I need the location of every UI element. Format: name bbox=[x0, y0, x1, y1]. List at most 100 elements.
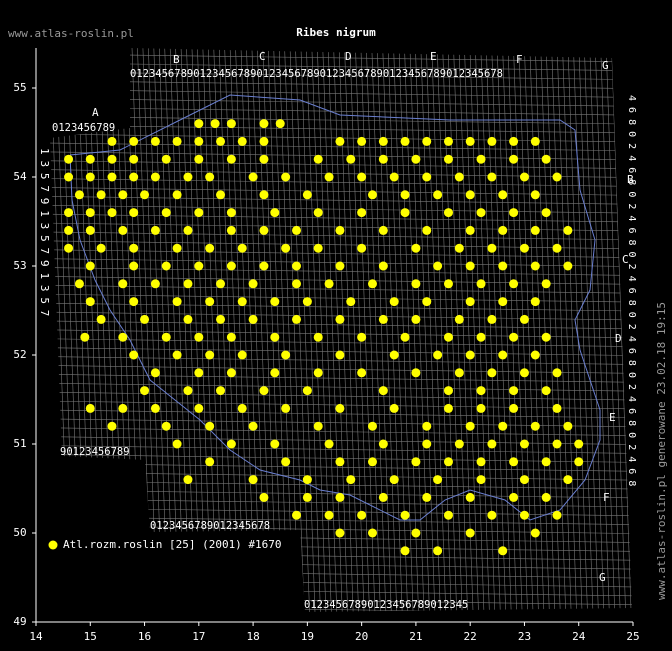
record-dot bbox=[129, 172, 139, 182]
grid-line bbox=[360, 48, 381, 612]
record-dot bbox=[259, 190, 269, 200]
record-dot bbox=[237, 297, 247, 307]
record-dot bbox=[259, 492, 269, 502]
grid-label: G bbox=[599, 571, 606, 584]
record-dot bbox=[443, 332, 453, 342]
grid-line bbox=[50, 124, 632, 134]
y-tick-label: 50 bbox=[13, 526, 26, 539]
grid-line bbox=[485, 48, 507, 612]
record-dot bbox=[476, 154, 486, 164]
grid-line bbox=[50, 204, 632, 214]
grid-label: 0123456789 bbox=[52, 122, 115, 134]
record-dot bbox=[150, 279, 160, 289]
record-dot bbox=[476, 457, 486, 467]
record-dot bbox=[324, 510, 334, 520]
record-dot bbox=[129, 297, 139, 307]
y-tick-label: 53 bbox=[13, 259, 26, 272]
record-dot bbox=[85, 403, 95, 413]
x-tick-label: 25 bbox=[626, 630, 639, 643]
record-dot bbox=[216, 386, 226, 396]
grid-line bbox=[50, 578, 632, 588]
record-dot bbox=[433, 261, 443, 271]
grid-line bbox=[50, 587, 632, 597]
record-dot bbox=[378, 386, 388, 396]
record-dot bbox=[292, 279, 302, 289]
grid-line bbox=[50, 48, 632, 54]
grid-label: B bbox=[173, 53, 180, 66]
record-dot bbox=[281, 403, 291, 413]
record-dot bbox=[487, 136, 497, 146]
x-tick-label: 19 bbox=[301, 630, 314, 643]
record-dot bbox=[248, 172, 258, 182]
record-dot bbox=[96, 314, 106, 324]
country-border bbox=[69, 94, 601, 521]
record-dot bbox=[150, 368, 160, 378]
grid-line bbox=[50, 560, 632, 570]
record-dot bbox=[259, 225, 269, 235]
record-dot bbox=[563, 421, 573, 431]
record-dot bbox=[226, 439, 236, 449]
legend-marker bbox=[48, 540, 58, 550]
record-dot bbox=[183, 386, 193, 396]
grid-line bbox=[611, 48, 632, 612]
record-dot bbox=[367, 457, 377, 467]
record-dot bbox=[509, 457, 519, 467]
record-dot bbox=[194, 403, 204, 413]
record-dot bbox=[335, 225, 345, 235]
record-dot bbox=[259, 136, 269, 146]
record-dot bbox=[498, 546, 508, 556]
record-dot bbox=[443, 510, 453, 520]
grid-line bbox=[322, 48, 343, 612]
record-dot bbox=[443, 403, 453, 413]
grid-line bbox=[447, 48, 469, 612]
record-dot bbox=[357, 510, 367, 520]
record-dot bbox=[346, 154, 356, 164]
record-dot bbox=[183, 314, 193, 324]
record-dot bbox=[281, 350, 291, 360]
record-dot bbox=[302, 190, 312, 200]
record-dot bbox=[270, 439, 280, 449]
record-dot bbox=[172, 243, 182, 253]
record-dot bbox=[574, 457, 584, 467]
record-dot bbox=[552, 439, 562, 449]
record-dot bbox=[411, 528, 421, 538]
grid-line bbox=[583, 48, 605, 612]
grid-line bbox=[50, 142, 632, 152]
record-dot bbox=[205, 350, 215, 360]
x-tick-label: 23 bbox=[518, 630, 531, 643]
record-dot bbox=[552, 368, 562, 378]
record-dot bbox=[313, 208, 323, 218]
record-dot bbox=[194, 368, 204, 378]
record-dot bbox=[530, 528, 540, 538]
record-dot bbox=[422, 492, 432, 502]
grid-line bbox=[136, 48, 158, 612]
record-dot bbox=[443, 386, 453, 396]
record-dot bbox=[205, 297, 215, 307]
grid-line bbox=[365, 48, 387, 612]
y-tick-label: 55 bbox=[13, 81, 26, 94]
atlas-grid bbox=[40, 48, 640, 623]
record-dot bbox=[346, 475, 356, 485]
record-dot bbox=[302, 386, 312, 396]
record-dot bbox=[411, 368, 421, 378]
grid-line bbox=[420, 48, 441, 612]
record-dot bbox=[183, 475, 193, 485]
grid-line bbox=[512, 48, 534, 612]
grid-line bbox=[600, 48, 621, 612]
record-dot bbox=[519, 368, 529, 378]
grid-line bbox=[50, 267, 632, 276]
grid-line bbox=[278, 48, 300, 612]
record-dot bbox=[465, 225, 475, 235]
record-dot bbox=[433, 546, 443, 556]
record-dot bbox=[389, 350, 399, 360]
grid-line bbox=[40, 615, 640, 623]
record-dot bbox=[150, 172, 160, 182]
grid-line bbox=[50, 382, 632, 392]
record-dot bbox=[270, 368, 280, 378]
grid-line bbox=[502, 48, 523, 612]
record-dot bbox=[275, 119, 285, 129]
grid-line bbox=[349, 48, 371, 612]
grid-line bbox=[50, 427, 632, 436]
grid-line bbox=[169, 48, 191, 612]
grid-line bbox=[393, 48, 414, 612]
